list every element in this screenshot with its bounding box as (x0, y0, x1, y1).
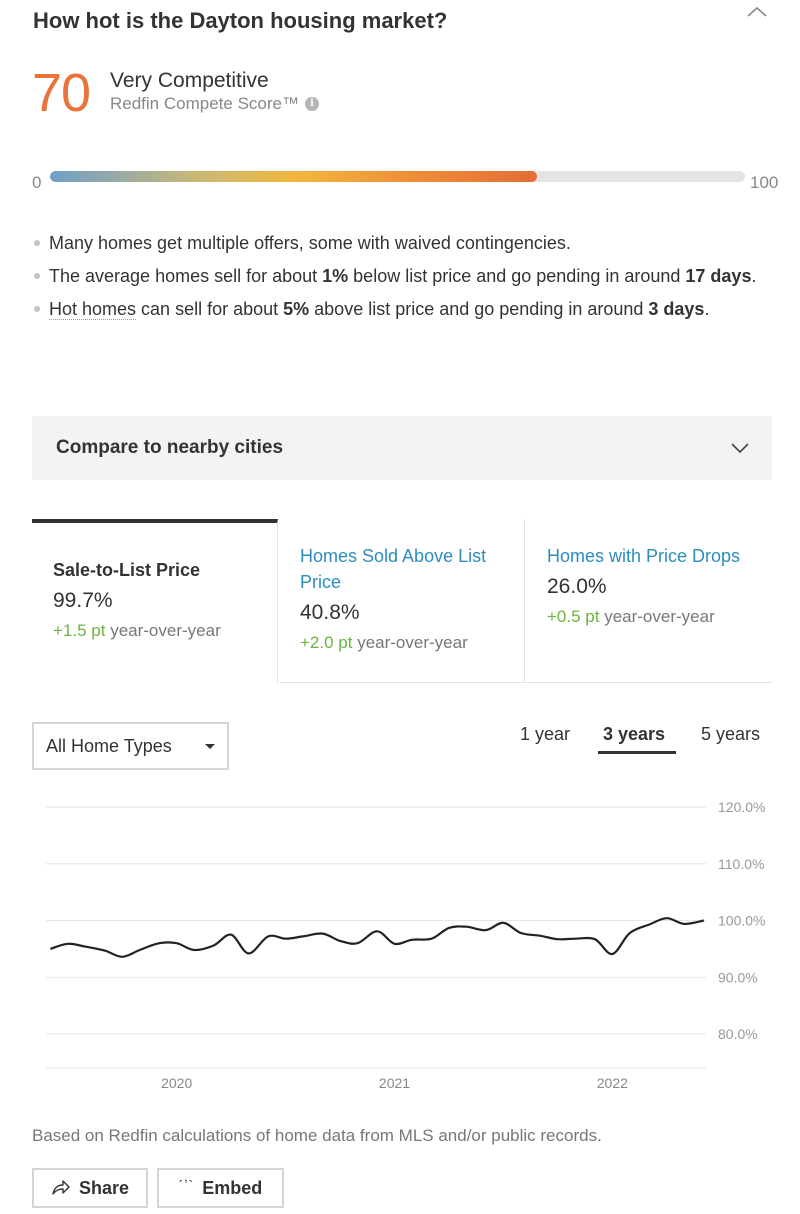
change-value: +1.5 pt (53, 621, 106, 640)
market-insights-list: Many homes get multiple offers, some wit… (33, 230, 763, 329)
compete-score-bar-fill (50, 171, 537, 182)
insight-text: . (751, 266, 757, 286)
insight-item: Many homes get multiple offers, some wit… (33, 230, 763, 256)
tab-homes-sold-above-list[interactable]: Homes Sold Above List Price 40.8% +2.0 p… (279, 519, 525, 683)
tab-value: 40.8% (300, 601, 360, 624)
series-line (50, 917, 705, 958)
change-suffix: year-over-year (599, 607, 715, 626)
change-suffix: year-over-year (105, 621, 221, 640)
home-type-value: All Home Types (46, 735, 172, 756)
tab-title: Homes with Price Drops (547, 546, 741, 566)
insight-item: Hot homes can sell for about 5% above li… (33, 296, 763, 322)
caret-down-icon (205, 743, 215, 749)
scale-min-label: 0 (32, 173, 42, 192)
x-tick-label: 2021 (379, 1075, 410, 1091)
chevron-down-icon (731, 443, 749, 454)
embed-label: Embed (202, 1177, 263, 1198)
change-value: +0.5 pt (547, 607, 600, 626)
info-icon[interactable]: i (304, 97, 319, 111)
y-tick-label: 120.0% (718, 799, 765, 815)
insight-text: above list price and go pending in aroun… (309, 299, 649, 319)
tab-sale-to-list-price[interactable]: Sale-to-List Price 99.7% +1.5 pt year-ov… (32, 519, 278, 683)
tab-value: 99.7% (53, 589, 113, 612)
active-range-indicator (598, 751, 676, 754)
range-1-year[interactable]: 1 year (520, 724, 571, 744)
y-tick-label: 110.0% (718, 856, 764, 872)
insight-text: The average homes sell for about (49, 266, 323, 286)
share-label: Share (78, 1177, 130, 1198)
chevron-up-icon[interactable] (744, 2, 770, 22)
tab-change: +0.5 pt year-over-year (547, 607, 752, 627)
x-tick-label: 2022 (597, 1075, 628, 1091)
y-tick-label: 80.0% (718, 1026, 758, 1042)
tab-value: 26.0% (547, 575, 607, 598)
metric-tabs: Sale-to-List Price 99.7% +1.5 pt year-ov… (32, 519, 772, 683)
tab-title: Sale-to-List Price (53, 560, 201, 580)
x-tick-label: 2020 (161, 1075, 192, 1091)
hot-homes-link[interactable]: Hot homes (49, 299, 137, 320)
y-tick-label: 100.0% (718, 913, 765, 929)
range-5-years[interactable]: 5 years (701, 724, 761, 744)
share-button[interactable]: Share (32, 1168, 148, 1208)
share-icon (52, 1180, 70, 1195)
insight-text: can sell for about (136, 299, 284, 319)
change-suffix: year-over-year (352, 633, 468, 652)
compare-nearby-cities-accordion[interactable]: Compare to nearby cities (32, 416, 772, 480)
compete-subtitle: Redfin Compete Score™ i (110, 94, 319, 114)
insight-text: . (704, 299, 710, 319)
insight-days: 17 days (685, 266, 752, 286)
y-tick-label: 90.0% (718, 969, 758, 985)
compare-label: Compare to nearby cities (56, 437, 284, 458)
insight-text: Many homes get multiple offers, some wit… (49, 233, 571, 253)
page-title: How hot is the Dayton housing market? (33, 8, 448, 33)
compete-subtitle-text: Redfin Compete Score™ (110, 94, 299, 113)
tab-change: +1.5 pt year-over-year (53, 621, 257, 641)
home-type-dropdown[interactable]: All Home Types (32, 722, 229, 770)
compete-score: 70 (32, 63, 91, 123)
insight-days: 3 days (648, 299, 705, 319)
change-value: +2.0 pt (300, 633, 353, 652)
tab-change: +2.0 pt year-over-year (300, 633, 504, 653)
insight-percent: 5% (283, 299, 310, 319)
embed-icon: ´ʼ` (178, 1177, 195, 1193)
range-3-years[interactable]: 3 years (603, 724, 666, 744)
data-source-note: Based on Redfin calculations of home dat… (32, 1126, 602, 1145)
sale-to-list-chart: 120.0% 110.0% 100.0% 90.0% 80.0% 2020 2021 2022 (46, 799, 765, 1091)
compete-label: Very Competitive (110, 69, 269, 92)
insight-text: below list price and go pending in aroun… (348, 266, 686, 286)
insight-item: The average homes sell for about 1% belo… (33, 263, 763, 289)
scale-max-label: 100 (750, 173, 779, 192)
tab-homes-with-price-drops[interactable]: Homes with Price Drops 26.0% +0.5 pt yea… (526, 519, 772, 683)
insight-percent: 1% (322, 266, 349, 286)
embed-button[interactable]: ´ʼ` Embed (157, 1168, 284, 1208)
compete-score-bar (50, 171, 745, 182)
tab-title: Homes Sold Above List Price (300, 546, 487, 592)
